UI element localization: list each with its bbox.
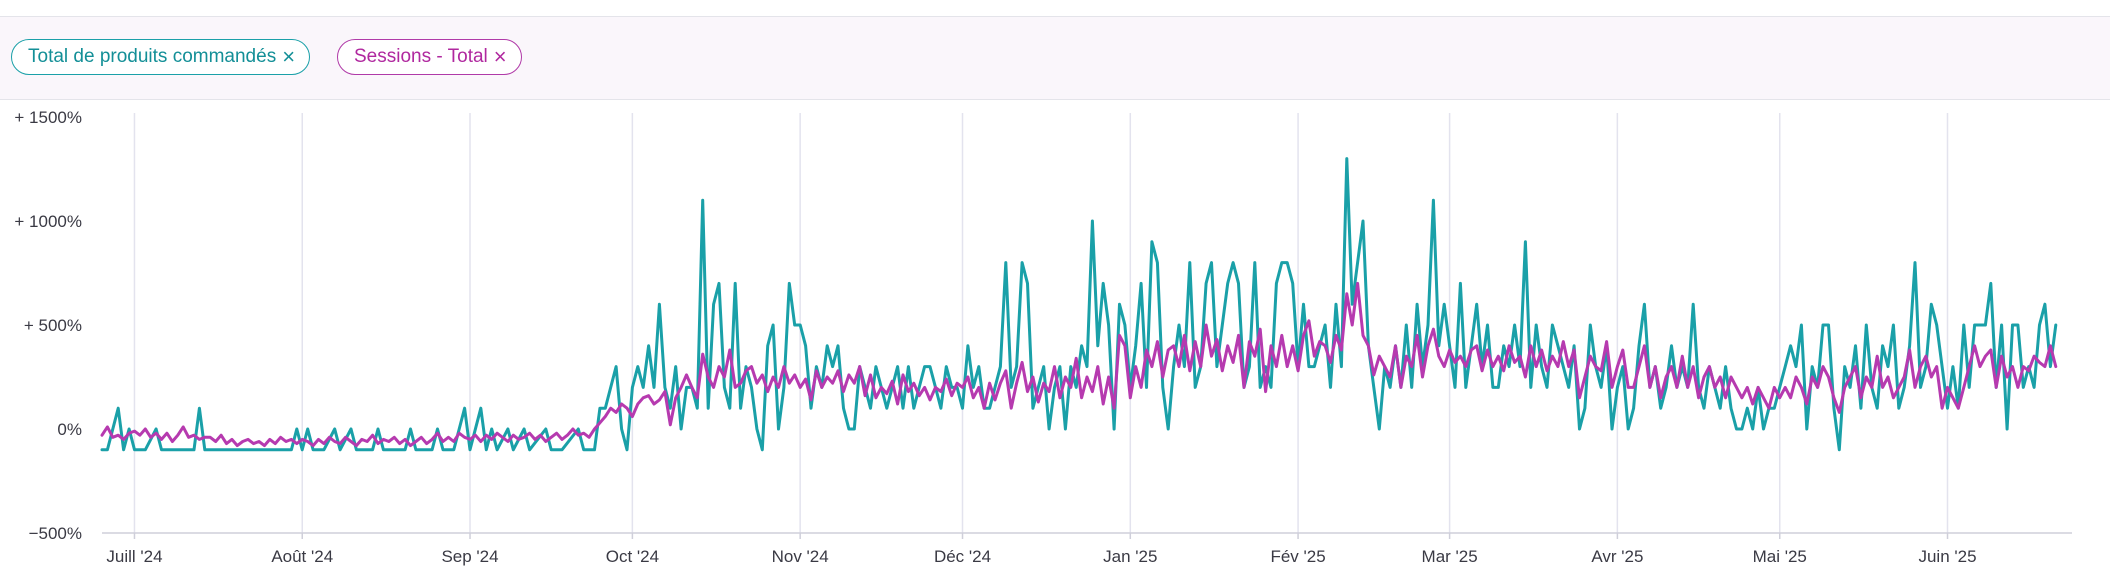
y-tick-label: + 1000%: [14, 212, 82, 231]
x-tick-label: Oct '24: [606, 547, 659, 566]
filter-chip-products[interactable]: Total de produits commandés ×: [11, 39, 311, 75]
y-tick-label: + 500%: [24, 316, 82, 335]
x-tick-label: Fév '25: [1270, 547, 1325, 566]
x-axis: Juill '24 Août '24 Sep '24 Oct '24 Nov '24 Dé…: [106, 533, 1977, 566]
chart-grid: [102, 113, 2072, 534]
filter-bar: Total de produits commandés × Sessions -…: [0, 16, 2110, 100]
x-tick-label: Juill '24: [106, 547, 162, 566]
x-tick-label: Jan '25: [1103, 547, 1157, 566]
series-line-sessions: [100, 281, 2058, 448]
y-tick-label: + 1500%: [14, 108, 82, 127]
line-chart: + 1500% + 1000% + 500% 0% −500% Juill '24 Aoû…: [14, 108, 2072, 566]
x-tick-label: Août '24: [271, 547, 333, 566]
x-tick-label: Déc '24: [934, 547, 991, 566]
x-tick-label: Avr '25: [1591, 547, 1643, 566]
x-tick-label: Juin '25: [1918, 547, 1976, 566]
chart-series: [100, 157, 2058, 452]
y-axis: + 1500% + 1000% + 500% 0% −500%: [14, 108, 82, 543]
x-tick-label: Mai '25: [1753, 547, 1807, 566]
x-tick-label: Nov '24: [772, 547, 829, 566]
y-tick-label: −500%: [29, 524, 82, 543]
filter-chip-label: Sessions - Total: [354, 46, 488, 67]
x-tick-label: Mar '25: [1422, 547, 1478, 566]
filter-chip-sessions[interactable]: Sessions - Total ×: [337, 39, 522, 75]
series-line-products: [100, 157, 2058, 452]
y-tick-label: 0%: [57, 420, 82, 439]
x-tick-label: Sep '24: [441, 547, 498, 566]
close-icon[interactable]: ×: [493, 44, 507, 69]
filter-chip-label: Total de produits commandés: [28, 46, 277, 67]
close-icon[interactable]: ×: [282, 44, 296, 69]
